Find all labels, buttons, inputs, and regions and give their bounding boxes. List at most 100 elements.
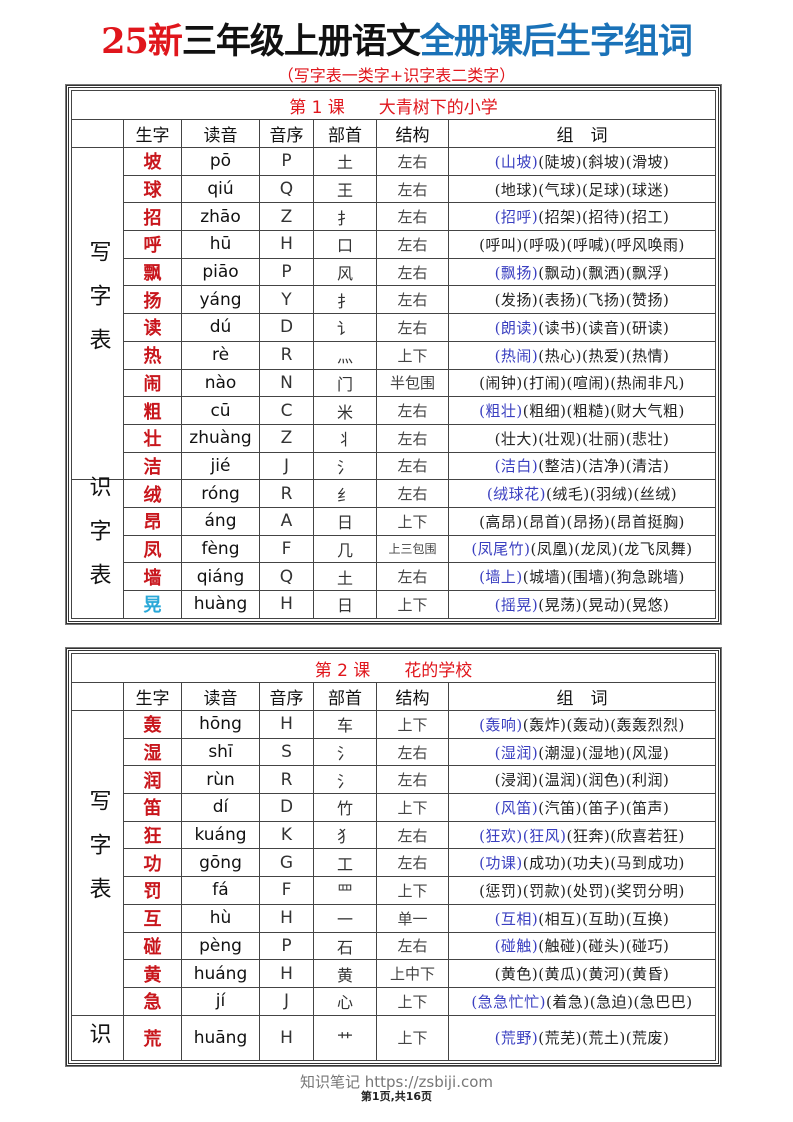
highlighted-words: (凤尾竹)	[471, 540, 531, 559]
highlighted-words: (轰响)	[479, 715, 523, 734]
column-header: 结构	[376, 119, 449, 148]
subtitle: （写字表一类字+识字表二类字）	[277, 66, 516, 85]
highlighted-words: (摇晃)	[494, 595, 539, 614]
word-list: (闹钟)(打闹)(喧闹)(热闹非凡)	[448, 368, 716, 398]
word-list: (凤尾竹)(凤凰)(龙凤)(龙飞凤舞)	[448, 534, 716, 564]
lesson-1-table: 第 1 课 大青树下的小学 生字 读音 音序 部首 结构组 词写字表坡 pō P 土左右 (山坡)…	[66, 85, 721, 624]
character: 扬	[123, 285, 182, 315]
word-list: (摇晃)(晃荡)(晃动)(晃悠)	[448, 590, 716, 619]
pinyin: dí	[181, 793, 260, 822]
words: (读书)(读音)(研读)	[538, 318, 670, 337]
section-label: 写字表	[71, 710, 124, 1016]
pinyin: hōng	[181, 710, 260, 739]
page-indicator: 第1页,共16页	[360, 1090, 433, 1103]
character: 壮	[123, 423, 182, 453]
word-list: (飘扬)(飘动)(飘洒)(飘浮)	[448, 257, 716, 287]
character: 润	[123, 765, 182, 795]
section-label: 识字表	[71, 475, 124, 619]
pinyin: huáng	[181, 959, 260, 988]
radical: 米	[313, 396, 377, 425]
highlighted-words: (碰触)	[494, 937, 539, 956]
column-header: 生字	[123, 119, 182, 148]
table-row: 呼 hū H 口左右 (呼叫)(呼吸)(呼喊)(呼风唤雨)	[72, 230, 716, 259]
word-list: (浸润)(温润)(润色)(利润)	[448, 765, 716, 795]
radical: 氵	[313, 737, 377, 767]
table-row: 笛 dí D 竹上下 (风笛)(汽笛)(笛子)(笛声)	[72, 793, 716, 822]
character: 轰	[123, 710, 182, 739]
table-row: 晃 huàng H 日上下 (摇晃)(晃荡)(晃动)(晃悠)	[72, 590, 716, 619]
title-part-blue: 全册课后生字组词	[419, 21, 693, 62]
pinyin: róng	[181, 479, 260, 508]
highlighted-words: (互相)	[494, 909, 539, 928]
radical: 氵	[313, 451, 377, 481]
radical: 艹	[313, 1014, 377, 1061]
radical: 土	[313, 562, 377, 591]
words: (高昂)(昂首)(昂扬)(昂首挺胸)	[479, 512, 685, 531]
character: 急	[123, 986, 182, 1016]
highlighted-words: (朗读)	[494, 318, 539, 337]
radical: 日	[313, 506, 377, 536]
column-header: 生字	[123, 682, 182, 711]
structure: 左右	[376, 931, 449, 961]
highlighted-words: (热闹)	[494, 346, 539, 365]
radical: 土	[313, 147, 377, 176]
highlighted-words: (山坡)	[494, 152, 539, 171]
structure: 左右	[376, 396, 449, 425]
pinyin: pō	[181, 147, 260, 176]
radical: 几	[313, 534, 377, 564]
pinyin: jié	[181, 451, 260, 481]
structure: 左右	[376, 451, 449, 481]
table-row: 读 dú D 讠左右 (朗读)(读书)(读音)(研读)	[72, 313, 716, 342]
lesson-2-table: 第 2 课 花的学校 生字 读音 音序 部首 结构组 词写字表轰 hōng H 车上下 (轰响)(…	[66, 648, 721, 1066]
initial-letter: G	[259, 848, 314, 878]
structure: 左右	[376, 257, 449, 287]
character: 狂	[123, 820, 182, 850]
pinyin: zhuàng	[181, 423, 260, 453]
table-row: 互 hù H 一单一 (互相)(相互)(互助)(互换)	[72, 903, 716, 933]
table-row: 识荒 huāng H 艹上下 (荒野)(荒芜)(荒土)(荒废)	[71, 1014, 716, 1061]
table-row: 飘 piāo P 风左右 (飘扬)(飘动)(飘洒)(飘浮)	[72, 257, 716, 287]
initial-letter: P	[259, 931, 314, 961]
words: (汽笛)(笛子)(笛声)	[538, 798, 670, 817]
pinyin: rùn	[181, 765, 260, 795]
word-list: (山坡)(陡坡)(斜坡)(滑坡)	[448, 147, 716, 176]
table-row: 功 gōng G 工左右 (功课)(成功)(功夫)(马到成功)	[72, 848, 716, 878]
initial-letter: J	[259, 986, 314, 1016]
character: 洁	[123, 451, 182, 481]
words: (城墙)(围墙)(狗急跳墙)	[522, 568, 685, 587]
word-list: (功课)(成功)(功夫)(马到成功)	[448, 848, 716, 878]
words: (粗细)(粗糙)(财大气粗)	[522, 402, 685, 421]
section-label-text: 识字表	[85, 474, 111, 607]
highlighted-words: (荒野)	[494, 1029, 539, 1048]
radical: 王	[313, 174, 377, 204]
initial-letter: D	[259, 313, 314, 342]
table-row: 粗 cū C 米左右 (粗壮)(粗细)(粗糙)(财大气粗)	[72, 396, 716, 425]
radical: 黄	[313, 959, 377, 988]
word-list: (热闹)(热心)(热爱)(热情)	[448, 340, 716, 370]
structure: 半包围	[376, 368, 449, 398]
section-label: 写字表	[71, 146, 124, 481]
pinyin: hū	[181, 230, 260, 259]
pinyin: yáng	[181, 285, 260, 315]
section-label: 识	[71, 1014, 124, 1061]
highlighted-words: (功课)	[479, 854, 523, 873]
structure: 左右	[376, 479, 449, 508]
character: 笛	[123, 793, 182, 822]
watermark: 知识笔记 https://zsbiji.com	[299, 1073, 494, 1091]
column-header: 音序	[259, 119, 314, 148]
table-row: 扬 yáng Y 扌左右 (发扬)(表扬)(飞扬)(赞扬)	[72, 285, 716, 315]
structure: 上下	[376, 590, 449, 619]
table-row: 写字表坡 pō P 土左右 (山坡)(陡坡)(斜坡)(滑坡)	[71, 146, 716, 481]
word-list: (互相)(相互)(互助)(互换)	[448, 903, 716, 933]
pinyin: qiáng	[181, 562, 260, 591]
radical: 车	[313, 710, 377, 739]
header-blank	[71, 119, 124, 148]
word-list: (轰响)(轰炸)(轰动)(轰轰烈烈)	[448, 710, 716, 739]
pinyin: áng	[181, 506, 260, 536]
words: (成功)(功夫)(马到成功)	[522, 854, 685, 873]
radical: 纟	[313, 479, 377, 508]
lesson-title-row: 第 1 课 大青树下的小学	[71, 90, 716, 120]
word-list: (湿润)(潮湿)(湿地)(风湿)	[448, 737, 716, 767]
radical: 扌	[313, 202, 377, 232]
structure: 单一	[376, 903, 449, 933]
